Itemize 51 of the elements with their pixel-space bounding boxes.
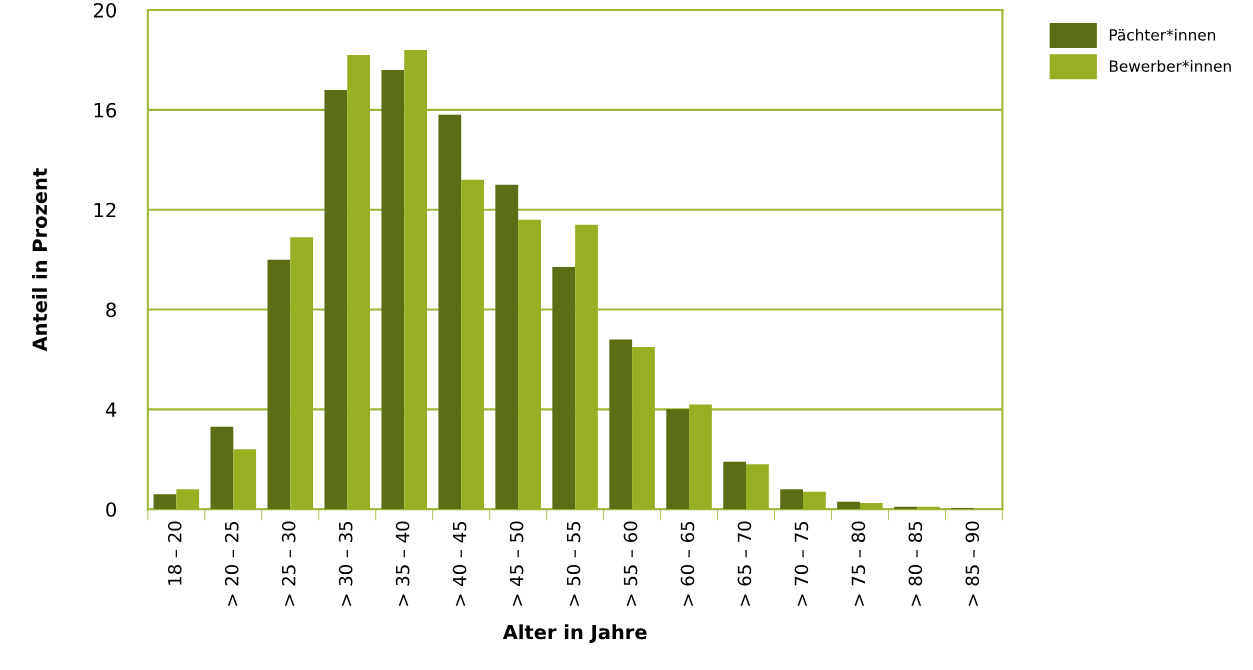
bar xyxy=(723,461,747,510)
bar xyxy=(518,219,541,510)
bar xyxy=(632,346,655,510)
bar xyxy=(803,491,826,510)
bar xyxy=(495,184,519,510)
bar xyxy=(575,224,598,510)
x-tick-label: > 75 – 80 xyxy=(851,521,866,606)
x-tick-label: > 65 – 70 xyxy=(737,521,752,606)
y-axis-title: Anteil in Prozent xyxy=(32,168,48,352)
y-tick-label: 16 xyxy=(94,102,117,118)
y-tick-label: 12 xyxy=(94,202,116,218)
bar xyxy=(552,267,576,510)
bar xyxy=(404,49,428,510)
y-tick-label: 20 xyxy=(93,3,117,18)
x-tick-label: > 25 – 30 xyxy=(281,521,296,606)
bar xyxy=(666,409,690,510)
bar xyxy=(233,449,257,510)
bar xyxy=(609,339,633,510)
x-tick-label: > 85 – 90 xyxy=(965,521,980,606)
bar xyxy=(153,494,177,510)
y-tick-label: 0 xyxy=(106,502,117,517)
x-tick-label: > 35 – 40 xyxy=(395,521,410,606)
x-tick-label: > 45 – 50 xyxy=(509,521,524,606)
x-tick-label: > 20 – 25 xyxy=(224,521,239,606)
bar xyxy=(859,502,883,510)
x-tick-label: > 70 – 75 xyxy=(794,521,809,606)
x-tick-label: > 30 – 35 xyxy=(338,521,353,606)
bar xyxy=(347,54,371,510)
x-tick-label: > 50 – 55 xyxy=(566,521,581,606)
bar xyxy=(461,179,484,510)
bar xyxy=(780,489,804,510)
x-tick-label: > 55 – 60 xyxy=(623,521,638,606)
bar xyxy=(210,426,234,510)
x-tick-label: 18 – 20 xyxy=(167,521,182,585)
y-tick-label: 8 xyxy=(106,302,116,318)
x-tick-label: > 40 – 45 xyxy=(452,521,467,606)
x-axis-title: Alter in Jahre xyxy=(502,624,647,643)
bar xyxy=(324,89,348,510)
x-tick-label: > 60 – 65 xyxy=(680,521,695,606)
bar xyxy=(381,69,405,510)
bar xyxy=(267,259,291,510)
bar xyxy=(290,237,314,510)
y-tick-label: 4 xyxy=(105,402,117,417)
bar xyxy=(176,489,200,510)
legend-label: Bewerber*innen xyxy=(1109,60,1231,72)
bar xyxy=(746,464,769,510)
legend-label: Pächter*innen xyxy=(1109,28,1216,41)
bar xyxy=(689,404,712,510)
bar xyxy=(438,114,462,510)
bar xyxy=(837,501,860,510)
x-tick-label: > 80 – 85 xyxy=(908,521,923,606)
